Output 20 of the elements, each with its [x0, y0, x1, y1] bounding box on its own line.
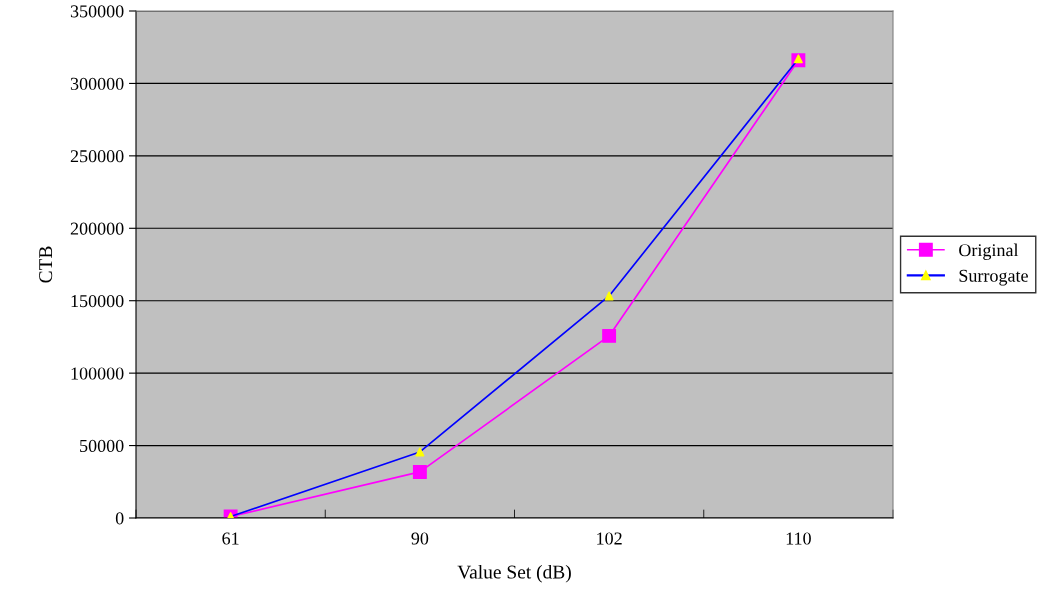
- point: [604, 291, 614, 301]
- y-tick-label: 100000: [71, 367, 124, 380]
- y-tick-label: 250000: [70, 150, 124, 163]
- legend-label: Surrogate: [959, 269, 1028, 286]
- y-tick-label: 50000: [80, 439, 124, 453]
- point: [415, 447, 425, 457]
- y-tick-label: 350000: [70, 5, 124, 18]
- point: [412, 464, 427, 479]
- y-axis-title: CTB: [39, 246, 53, 283]
- legend-label: Original: [959, 243, 1019, 260]
- x-tick-label: 61: [222, 532, 239, 545]
- y-tick-label: 200000: [70, 222, 124, 235]
- y-tick-label: 300000: [70, 77, 124, 90]
- x-tick-label: 102: [597, 532, 622, 545]
- y-tick-label: 150000: [71, 294, 124, 308]
- x-tick-label: 90: [411, 532, 429, 545]
- x-tick-label: 110: [786, 532, 811, 545]
- x-axis-title: Value Set (dB): [457, 564, 571, 583]
- point: [602, 328, 617, 343]
- y-tick-label: 0: [115, 512, 124, 525]
